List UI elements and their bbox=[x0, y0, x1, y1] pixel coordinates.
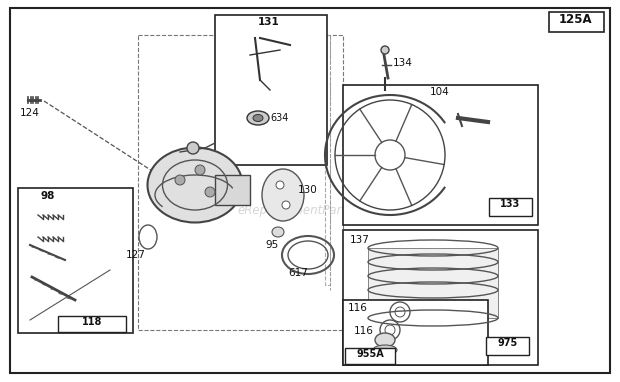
Ellipse shape bbox=[375, 333, 395, 347]
Text: 955A: 955A bbox=[356, 349, 384, 359]
Text: 118: 118 bbox=[82, 317, 102, 327]
Text: 95: 95 bbox=[265, 240, 278, 250]
Circle shape bbox=[381, 46, 389, 54]
Text: 634: 634 bbox=[270, 113, 288, 123]
Bar bbox=[343, 85, 538, 225]
Bar bbox=[549, 12, 604, 32]
Circle shape bbox=[187, 142, 199, 154]
Ellipse shape bbox=[253, 115, 263, 121]
Text: 130: 130 bbox=[298, 185, 317, 195]
Bar bbox=[138, 35, 343, 330]
Text: 127: 127 bbox=[126, 250, 146, 260]
Text: 134: 134 bbox=[393, 58, 413, 68]
Text: 116: 116 bbox=[348, 303, 368, 313]
Ellipse shape bbox=[262, 169, 304, 221]
Circle shape bbox=[175, 175, 185, 185]
Ellipse shape bbox=[247, 111, 269, 125]
Ellipse shape bbox=[373, 345, 397, 355]
Text: 131: 131 bbox=[258, 17, 280, 27]
Bar bbox=[215, 15, 327, 165]
Circle shape bbox=[205, 187, 215, 197]
Text: 116: 116 bbox=[354, 326, 374, 336]
Bar bbox=[368, 248, 498, 318]
Bar bbox=[18, 188, 133, 333]
Circle shape bbox=[276, 181, 284, 189]
Text: 133: 133 bbox=[500, 199, 520, 209]
Bar bbox=[325, 35, 330, 285]
Ellipse shape bbox=[148, 147, 242, 222]
Bar bbox=[489, 198, 532, 216]
Bar bbox=[58, 316, 126, 332]
Bar bbox=[343, 300, 488, 365]
Bar bbox=[343, 230, 538, 365]
Text: 98: 98 bbox=[41, 191, 55, 201]
Circle shape bbox=[282, 201, 290, 209]
Bar bbox=[486, 337, 529, 355]
Text: 125A: 125A bbox=[559, 13, 593, 26]
Ellipse shape bbox=[272, 227, 284, 237]
Text: 137: 137 bbox=[350, 235, 370, 245]
Text: eReplacementParts.com: eReplacementParts.com bbox=[238, 204, 382, 217]
Text: 104: 104 bbox=[430, 87, 450, 97]
Text: 975: 975 bbox=[498, 338, 518, 348]
Text: 617: 617 bbox=[288, 268, 308, 278]
Bar bbox=[215, 175, 250, 205]
Circle shape bbox=[195, 165, 205, 175]
Text: 124: 124 bbox=[20, 108, 40, 118]
Bar bbox=[345, 348, 395, 364]
